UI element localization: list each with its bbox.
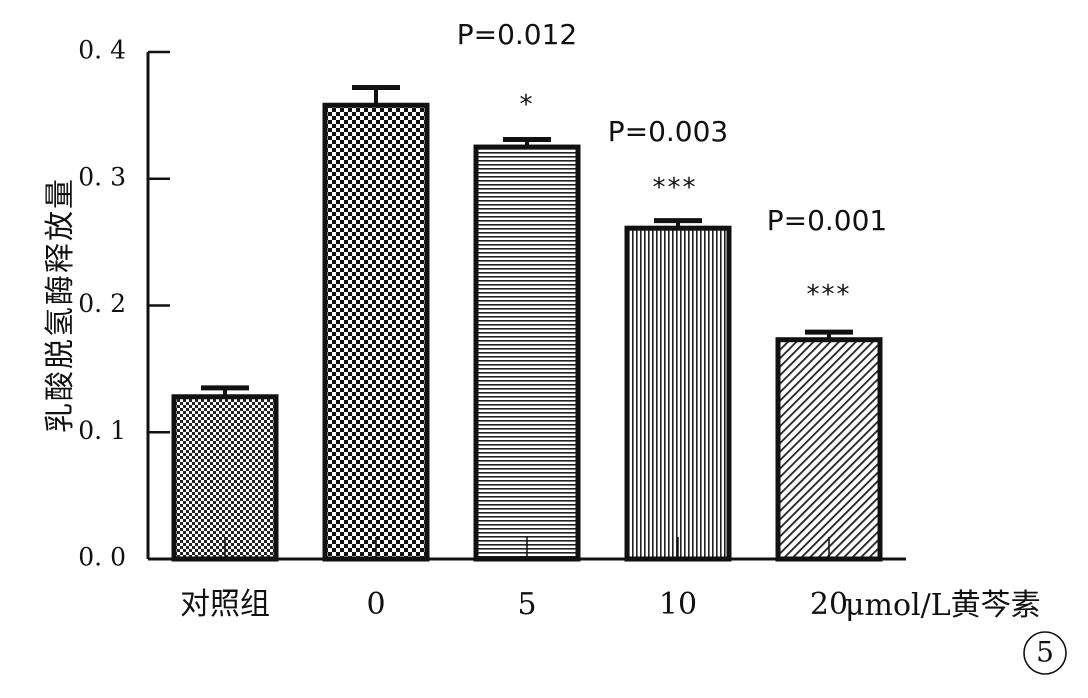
- y-tick-label: 0. 0: [78, 543, 126, 572]
- bar-1: [322, 102, 430, 562]
- significance-annotations: P=0.012 * P=0.003 *** P=0.001 ***: [457, 18, 888, 310]
- panel-number-badge: 5: [1023, 631, 1067, 675]
- y-ticks: 0. 0 0. 1 0. 2 0. 3 0. 4: [78, 36, 170, 572]
- p-value-label-0: P=0.012: [457, 18, 578, 51]
- bar-4: [775, 337, 883, 562]
- p-value-label-2: P=0.001: [767, 204, 888, 237]
- category-label-1: 0: [366, 587, 385, 622]
- y-tick-label: 0. 2: [78, 289, 126, 318]
- category-label-0: 对照组: [180, 587, 270, 622]
- y-tick-label: 0. 3: [78, 162, 126, 191]
- significance-stars-0: *: [520, 90, 535, 120]
- bars: [171, 84, 883, 562]
- panel-number: 5: [1036, 636, 1054, 669]
- category-label-3: 10: [659, 587, 697, 622]
- bar-2: [473, 144, 581, 562]
- y-tick-label: 0. 1: [78, 416, 126, 445]
- p-value-label-1: P=0.003: [608, 115, 729, 148]
- significance-stars-1: ***: [653, 173, 698, 203]
- category-label-4: 20: [810, 587, 848, 622]
- category-label-2: 5: [517, 587, 536, 622]
- significance-stars-2: ***: [807, 280, 852, 310]
- x-axis-unit-label: μmol/L黄芩素: [845, 588, 1041, 623]
- y-axis-label: 乳酸脱氢酶释放量: [43, 177, 78, 433]
- bar-0: [171, 394, 279, 562]
- y-tick-label: 0. 4: [78, 36, 126, 65]
- bar-3: [624, 225, 732, 562]
- category-labels: 对照组 0 5 10 20: [180, 587, 848, 622]
